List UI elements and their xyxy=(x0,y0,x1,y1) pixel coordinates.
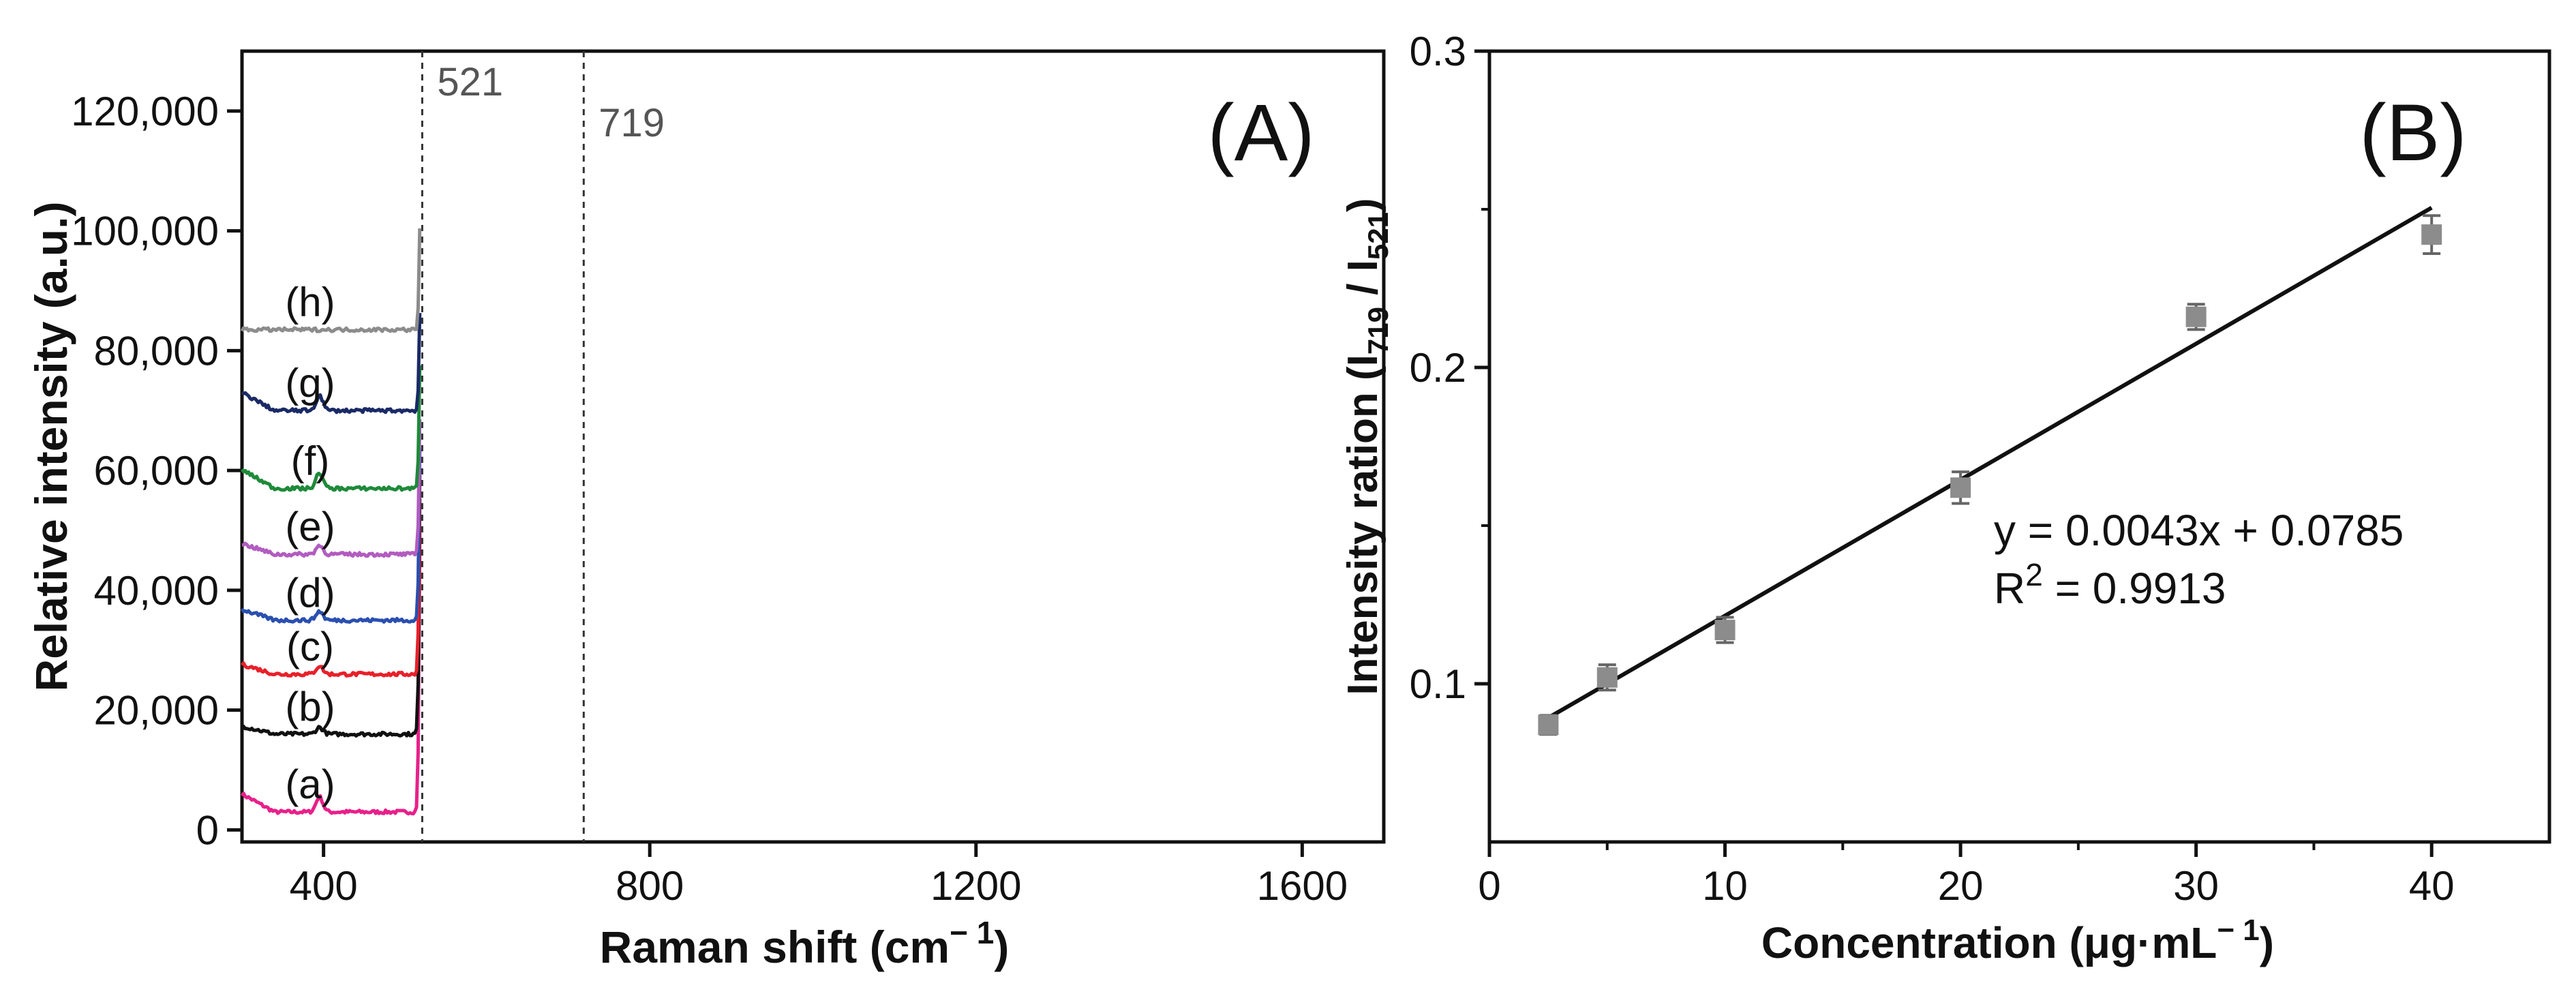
series-label: (h) xyxy=(285,280,335,325)
reference-lines: 521 719 xyxy=(421,51,665,842)
series-label: (e) xyxy=(285,504,335,549)
plot-frame-b xyxy=(1487,49,2551,844)
spectrum-line xyxy=(241,474,422,678)
y-axis-title-b: Intensity ration (I719 / I521) xyxy=(1339,198,1394,695)
spectrum-line xyxy=(240,530,422,816)
data-points xyxy=(1538,214,2442,736)
r-squared-value: = 0.9913 xyxy=(2043,564,2226,613)
x-tick-label-b: 0 xyxy=(1478,863,1500,909)
series-label: (g) xyxy=(285,360,335,406)
y-axis-title-b-sub1: 719 xyxy=(1362,307,1394,354)
reference-label: 719 xyxy=(598,101,665,145)
panel-label-a: (A) xyxy=(1207,88,1314,178)
data-point xyxy=(1714,620,1736,641)
x-tick-label-a: 400 xyxy=(290,863,358,909)
y-axis-title-a: Relative intensity (a.u.) xyxy=(26,202,76,692)
y-tick-label-a: 20,000 xyxy=(93,688,219,734)
y-axis-b: 0.1 0.2 0.3 xyxy=(1410,29,1489,707)
y-axis-a: 0 20,000 40,000 60,000 80,000 100,000 120,000 xyxy=(71,89,242,853)
y-tick-label-a: 100,000 xyxy=(71,209,219,254)
data-point xyxy=(2185,306,2207,327)
data-point xyxy=(1538,714,1559,736)
spectrum-line xyxy=(240,228,422,333)
y-tick-label-b: 0.1 xyxy=(1410,661,1466,707)
fit-line-group xyxy=(1547,206,2433,720)
y-axis-title-b-mid: / I xyxy=(1339,260,1387,307)
x-axis-title-b: Concentration (μg·mL− 1) xyxy=(1761,914,2274,967)
x-tick-label-a: 800 xyxy=(616,863,684,909)
x-axis-title-b-sup: − 1 xyxy=(2217,914,2259,947)
series-label: (c) xyxy=(286,624,334,669)
x-axis-title-b-close: ) xyxy=(2260,918,2274,967)
series-label: (b) xyxy=(285,684,335,729)
x-axis-title-a: Raman shift (cm− 1) xyxy=(600,915,1010,972)
y-tick-label-b: 0.3 xyxy=(1410,29,1466,74)
x-axis-title-b-main: Concentration (μg·mL xyxy=(1761,918,2217,967)
series-label: (a) xyxy=(285,761,335,807)
r-squared-prefix: R xyxy=(1994,564,2025,613)
x-tick-label-b: 20 xyxy=(1938,863,1984,909)
y-tick-label-a: 0 xyxy=(196,807,219,853)
reference-label: 521 xyxy=(437,60,503,104)
x-tick-label-b: 40 xyxy=(2409,863,2455,909)
y-axis-title-b-close: ) xyxy=(1339,198,1387,212)
data-point xyxy=(1596,667,1618,688)
spectra-series xyxy=(240,228,422,816)
raman-spectra-chart: 020,00040,00060,00080,000100,000120,000 … xyxy=(26,49,1386,972)
panel-label-b: (B) xyxy=(2359,88,2466,178)
calibration-chart: 0.1 0.2 0.3 0 10 20 30 40 (B) y = 0.0043x + 0.… xyxy=(1339,29,2551,967)
series-label: (f) xyxy=(291,438,330,484)
spectrum-line xyxy=(241,313,422,414)
y-axis-title-b-main: Intensity ration (I xyxy=(1339,354,1387,695)
x-tick-label-b: 30 xyxy=(2173,863,2219,909)
x-tick-label-b: 10 xyxy=(1702,863,1748,909)
r-squared: R2 = 0.9913 xyxy=(1994,557,2226,613)
r-squared-sup: 2 xyxy=(2025,557,2043,592)
data-point xyxy=(2421,224,2442,245)
series-label: (d) xyxy=(285,570,335,616)
y-tick-label-a: 60,000 xyxy=(93,448,219,494)
x-axis-a: 400 800 1200 1600 xyxy=(290,842,1348,909)
y-tick-label-a: 40,000 xyxy=(93,568,219,614)
spectrum-line xyxy=(241,419,422,558)
x-axis-title-a-close: ) xyxy=(994,922,1009,972)
y-axis-title-b-sub2: 521 xyxy=(1362,212,1394,260)
y-tick-label-a: 120,000 xyxy=(71,89,219,134)
y-tick-label-b: 0.2 xyxy=(1410,345,1466,391)
spectrum-line xyxy=(240,448,422,624)
x-tick-label-a: 1600 xyxy=(1257,863,1348,909)
spectrum-line xyxy=(241,498,422,738)
x-axis-b: 0 10 20 30 40 xyxy=(1478,842,2455,909)
data-point xyxy=(1950,477,1971,498)
fit-line xyxy=(1547,206,2433,720)
x-axis-title-a-main: Raman shift (cm xyxy=(600,922,950,972)
x-axis-title-a-sup: − 1 xyxy=(950,915,994,950)
series-labels: (a) (b) (c) (d) (e) (f) (g) (h) xyxy=(285,280,335,807)
y-tick-label-a: 80,000 xyxy=(93,328,219,374)
x-tick-label-a: 1200 xyxy=(930,863,1021,909)
spectrum-line xyxy=(240,365,422,492)
plot-frame-a xyxy=(240,49,1386,844)
fit-equation: y = 0.0043x + 0.0785 xyxy=(1994,506,2404,555)
